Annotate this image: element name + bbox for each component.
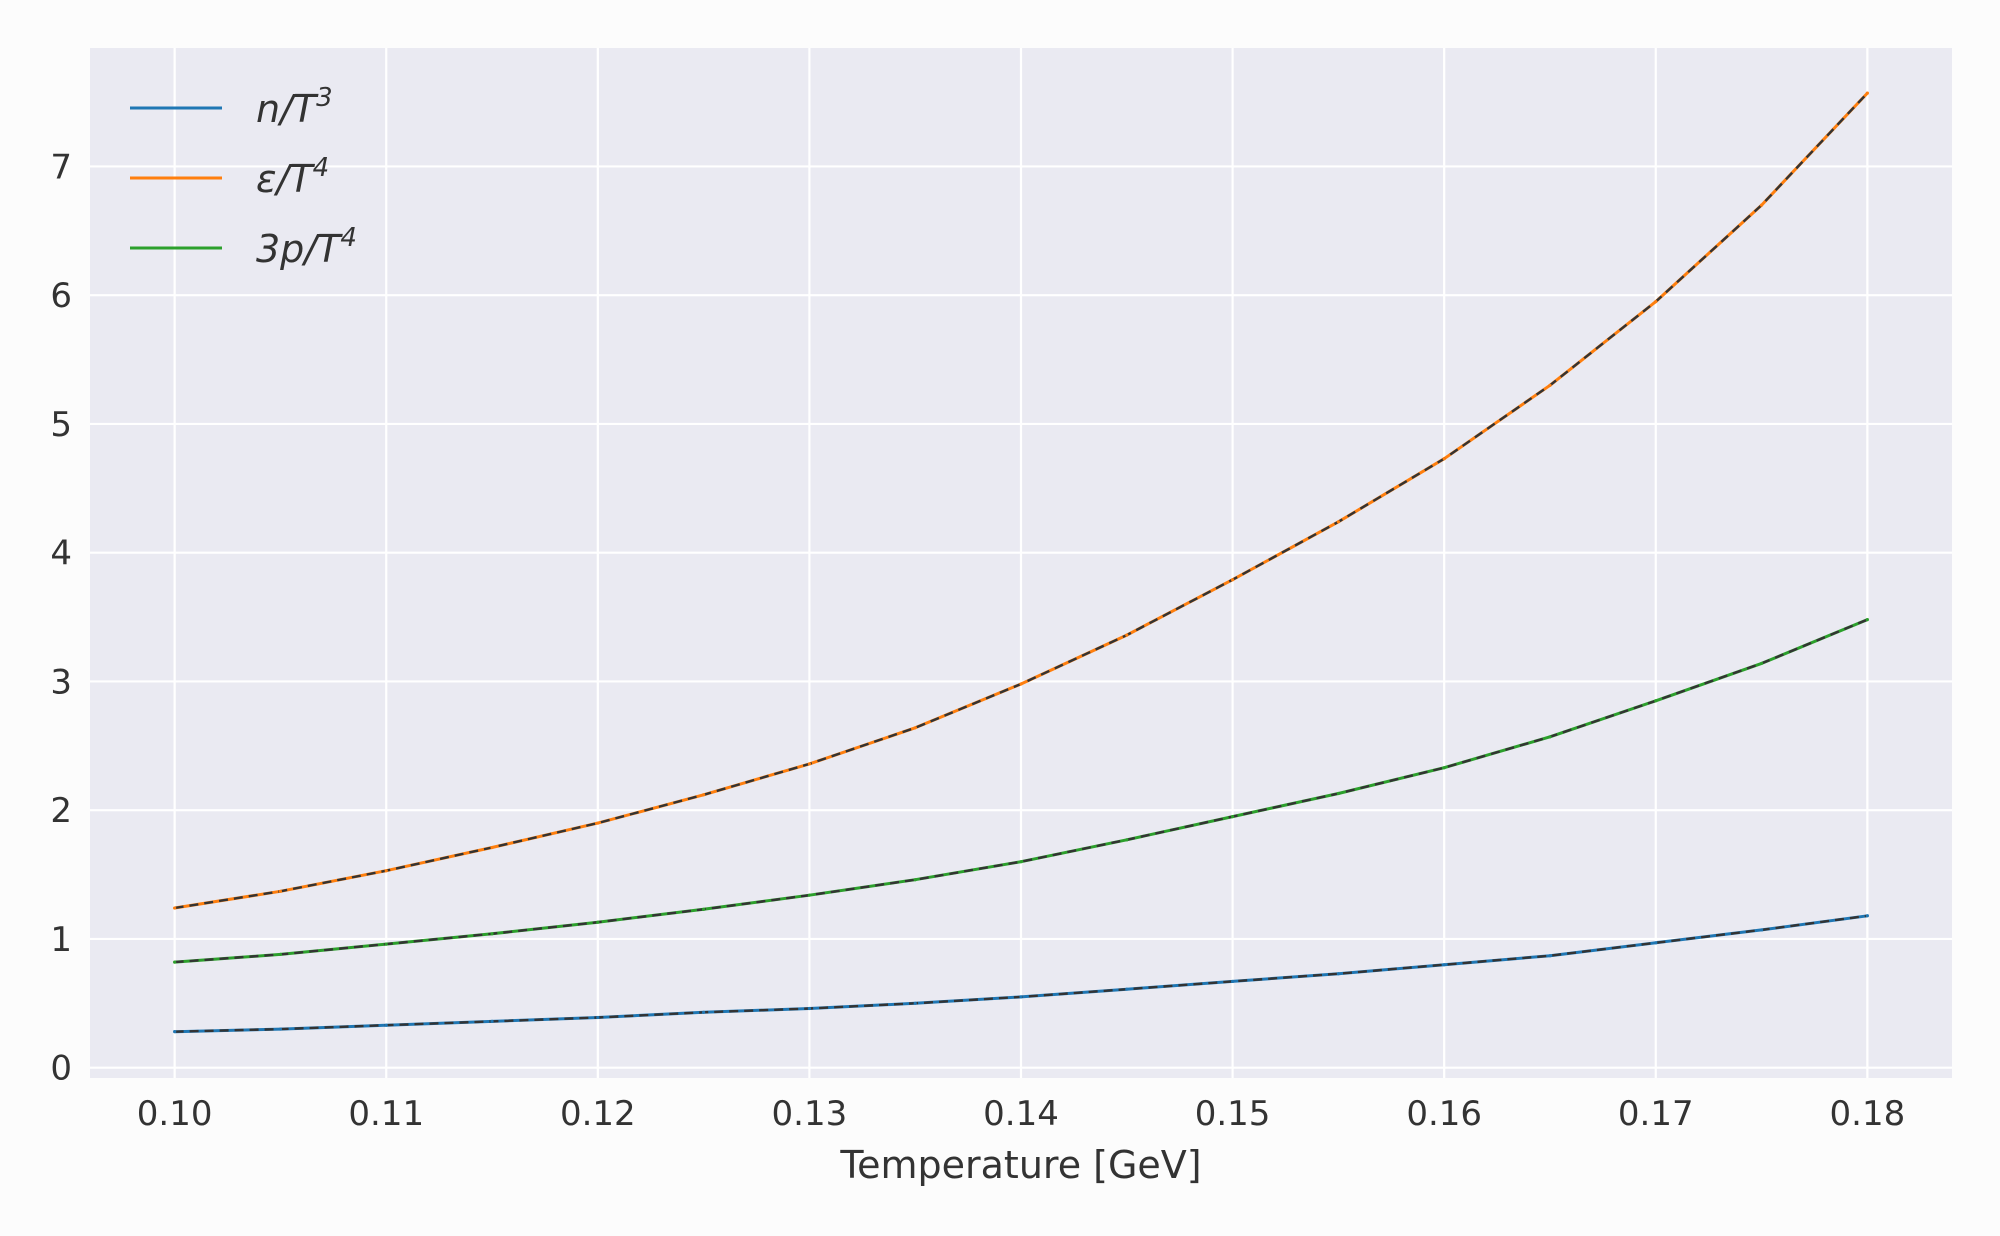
series-point-2 [1125,838,1129,842]
series-point-1 [1230,578,1235,582]
y-tick-label: 7 [50,147,72,187]
y-tick-label: 1 [50,920,72,960]
series-point-1 [1548,383,1552,387]
series-point-0 [1230,979,1235,984]
series-point-1 [278,889,283,893]
series-point-1 [1865,91,1869,95]
x-tick-label: 0.11 [348,1094,424,1134]
legend-label-sup: 3 [316,83,333,113]
ticks: 0.10 0.11 0.12 0.13 0.14 0.15 0.16 0.17 0.18 0 1 2 3… [50,147,1905,1134]
series-point-2 [490,932,494,936]
series-point-0 [596,1015,600,1020]
y-tick-label: 4 [50,534,72,574]
series-point-0 [807,1006,812,1011]
series-point-0 [1125,987,1129,991]
x-axis-label: Temperature [GeV] [839,1143,1201,1187]
series-point-2 [1548,735,1552,739]
series-point-1 [913,726,917,730]
series-point-0 [384,1023,388,1027]
series-point-2 [702,907,706,911]
series-point-2 [1442,766,1446,770]
legend-label-base: ε/T [256,157,315,201]
x-tick-label: 0.10 [137,1094,213,1134]
series-point-1 [1125,633,1129,637]
y-tick-label: 0 [50,1049,72,1089]
x-tick-label: 0.15 [1195,1094,1271,1134]
x-tick-label: 0.16 [1406,1094,1482,1134]
series-point-0 [1759,928,1764,932]
legend-label-base: n/T [256,87,319,131]
legend-entry-2: 3p/T4 [256,223,357,271]
y-tick-label: 5 [50,405,72,445]
series-point-2 [1865,618,1869,622]
series-point-2 [1230,815,1235,819]
legend-label-base: 3p/T [256,227,343,271]
series-point-2 [278,952,283,957]
x-tick-label: 0.17 [1618,1094,1694,1134]
x-tick-label: 0.12 [560,1094,636,1134]
series-point-1 [702,793,706,797]
series-point-0 [1019,995,1023,999]
series-point-1 [490,845,494,850]
series-point-0 [1336,972,1340,976]
series-point-0 [702,1010,706,1014]
legend-entry-1: ε/T4 [256,153,329,201]
legend-entry-0: n/T3 [256,83,333,131]
y-tick-label: 2 [50,791,72,831]
series-point-0 [913,1001,917,1005]
series-point-0 [490,1019,494,1023]
series-point-0 [173,1030,177,1034]
series-point-1 [1654,300,1658,304]
series-point-1 [1442,457,1446,461]
y-tick-label: 3 [50,662,72,702]
series-point-1 [1759,203,1764,207]
grid [90,48,1952,1078]
series-point-1 [596,821,600,825]
series-point-2 [596,920,600,924]
x-tick-label: 0.13 [772,1094,848,1134]
series-point-0 [278,1027,283,1031]
series-point-0 [1654,941,1658,945]
series-point-1 [1336,520,1340,524]
series-point-1 [807,762,812,766]
series-point-2 [1336,791,1340,796]
series-point-2 [1654,699,1658,703]
series-fit-line-2 [174,618,1868,964]
y-tick-label: 6 [50,276,72,316]
series-point-1 [173,906,177,910]
series-point-2 [384,942,388,946]
legend-label-sup: 4 [340,223,357,253]
x-tick-label: 0.18 [1830,1094,1906,1134]
series-point-2 [173,960,177,964]
series-layer [173,91,1869,1034]
x-tick-label: 0.14 [983,1094,1059,1134]
series-point-1 [1019,682,1023,686]
series-point-0 [1865,914,1869,918]
series-point-1 [384,869,388,873]
series-point-2 [807,893,812,897]
series-point-2 [913,878,917,882]
series-point-0 [1442,963,1446,967]
series-point-2 [1759,661,1764,666]
legend-label-sup: 4 [313,153,330,183]
series-point-0 [1548,954,1552,958]
series-point-2 [1019,860,1023,864]
